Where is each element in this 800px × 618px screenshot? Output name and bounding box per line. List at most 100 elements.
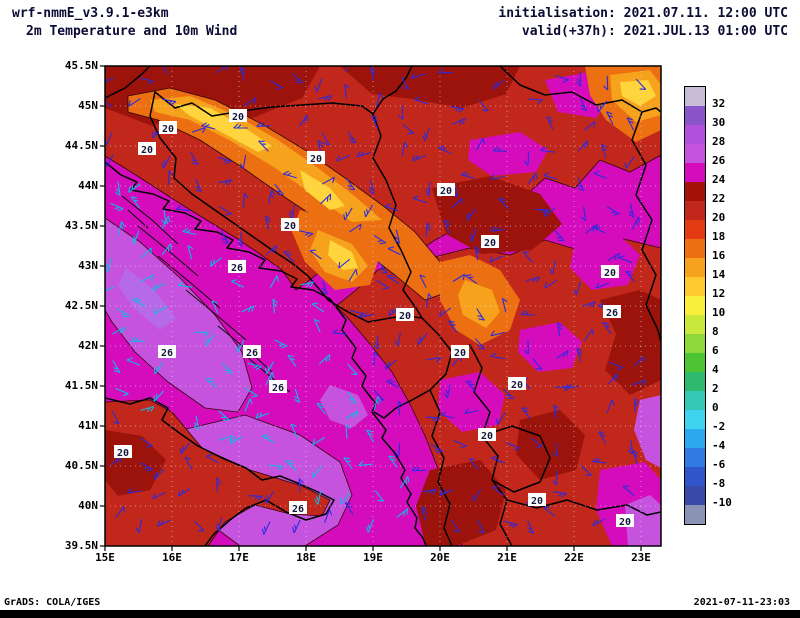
lat-tick-label: 42.5N (64, 299, 98, 312)
colorbar-tick-label: 24 (712, 173, 726, 186)
colorbar-tick-label: -8 (712, 477, 726, 490)
grads-credit: GrADS: COLA/IGES (4, 597, 101, 608)
svg-text:20: 20 (604, 268, 616, 279)
lat-tick-label: 40N (78, 499, 98, 512)
svg-text:20: 20 (232, 112, 244, 123)
colorbar-cell (685, 182, 705, 201)
svg-text:20: 20 (619, 517, 631, 528)
bottom-bar (0, 610, 800, 618)
colorbar-cell (685, 125, 705, 144)
init-time-label: initialisation: 2021.07.11. 12:00 UTC (498, 6, 788, 21)
colorbar-tick-label: -6 (712, 458, 726, 471)
colorbar-tick-label: -4 (712, 439, 726, 452)
svg-text:26: 26 (246, 348, 258, 359)
svg-text:20: 20 (310, 154, 322, 165)
valid-time-label: valid(+37h): 2021.JUL.13 01:00 UTC (521, 24, 788, 39)
colorbar (684, 86, 706, 525)
colorbar-cell (685, 429, 705, 448)
svg-text:20: 20 (481, 431, 493, 442)
colorbar-cell (685, 277, 705, 296)
svg-text:26: 26 (231, 263, 243, 274)
svg-text:20: 20 (511, 380, 523, 391)
lat-tick-label: 45N (78, 99, 98, 112)
colorbar-cell (685, 106, 705, 125)
svg-text:20: 20 (284, 221, 296, 232)
lon-tick-label: 19E (363, 551, 383, 564)
svg-text:20: 20 (117, 448, 129, 459)
colorbar-tick-label: 4 (712, 363, 719, 376)
colorbar-tick-label: 30 (712, 116, 726, 129)
colorbar-cell (685, 220, 705, 239)
colorbar-tick-label: 0 (712, 401, 719, 414)
colorbar-tick-label: 6 (712, 344, 719, 357)
lat-tick-label: 44.5N (64, 139, 98, 152)
colorbar-tick-label: 12 (712, 287, 726, 300)
colorbar-cell (685, 410, 705, 429)
svg-text:20: 20 (162, 124, 174, 135)
lat-tick-label: 44N (78, 179, 98, 192)
svg-text:20: 20 (484, 238, 496, 249)
grid-lines (105, 66, 661, 546)
svg-text:20: 20 (141, 145, 153, 156)
colorbar-cell (685, 144, 705, 163)
lon-tick-label: 21E (497, 551, 517, 564)
lat-tick-label: 40.5N (64, 459, 98, 472)
colorbar-cell (685, 391, 705, 410)
colorbar-cell (685, 448, 705, 467)
contour-labels: 20 20 20 20 20 20 20 20 26 20 26 26 26 20 20 26 20 20 20 26… (114, 109, 634, 528)
colorbar-cell (685, 87, 705, 106)
svg-text:20: 20 (454, 348, 466, 359)
axis-ticks (100, 65, 642, 551)
colorbar-cell (685, 372, 705, 391)
lon-tick-label: 22E (564, 551, 584, 564)
colorbar-tick-label: 28 (712, 135, 726, 148)
colorbar-tick-label: 8 (712, 325, 719, 338)
colorbar-tick-label: 2 (712, 382, 719, 395)
lon-tick-label: 15E (95, 551, 115, 564)
wind-barbs (105, 66, 647, 535)
colorbar-cell (685, 258, 705, 277)
colorbar-cell (685, 296, 705, 315)
colorbar-tick-label: 22 (712, 192, 726, 205)
plot-subtitle: 2m Temperature and 10m Wind (26, 24, 238, 39)
lon-tick-label: 23E (631, 551, 651, 564)
colorbar-cell (685, 315, 705, 334)
colorbar-tick-label: 18 (712, 230, 726, 243)
colorbar-cell (685, 486, 705, 505)
colorbar-cell (685, 467, 705, 486)
colorbar-cell (685, 505, 705, 524)
temperature-field (105, 66, 661, 546)
lat-tick-label: 43N (78, 259, 98, 272)
lat-tick-label: 41N (78, 419, 98, 432)
svg-text:26: 26 (272, 383, 284, 394)
model-title: wrf-nmmE_v3.9.1-e3km (12, 6, 169, 21)
svg-text:26: 26 (161, 348, 173, 359)
svg-text:20: 20 (531, 496, 543, 507)
colorbar-tick-label: 16 (712, 249, 726, 262)
colorbar-tick-label: -10 (712, 496, 732, 509)
colorbar-tick-label: 14 (712, 268, 726, 281)
colorbar-tick-label: 10 (712, 306, 726, 319)
lat-tick-label: 39.5N (64, 539, 98, 552)
lat-tick-label: 41.5N (64, 379, 98, 392)
svg-text:26: 26 (606, 308, 618, 319)
colorbar-cell (685, 201, 705, 220)
lon-tick-label: 17E (229, 551, 249, 564)
colorbar-cell (685, 353, 705, 372)
lon-tick-label: 18E (296, 551, 316, 564)
colorbar-tick-label: 32 (712, 97, 726, 110)
lat-tick-label: 42N (78, 339, 98, 352)
colorbar-tick-label: 20 (712, 211, 726, 224)
colorbar-cell (685, 163, 705, 182)
svg-text:26: 26 (292, 504, 304, 515)
svg-text:20: 20 (399, 311, 411, 322)
lon-tick-label: 20E (430, 551, 450, 564)
lat-tick-label: 45.5N (64, 59, 98, 72)
lat-tick-label: 43.5N (64, 219, 98, 232)
colorbar-tick-label: 26 (712, 154, 726, 167)
lon-tick-label: 16E (162, 551, 182, 564)
svg-text:20: 20 (440, 186, 452, 197)
colorbar-tick-label: -2 (712, 420, 726, 433)
